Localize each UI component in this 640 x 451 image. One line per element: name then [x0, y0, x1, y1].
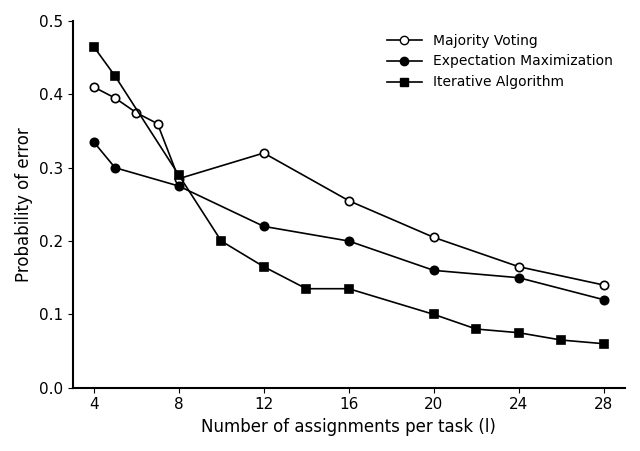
X-axis label: Number of assignments per task (l): Number of assignments per task (l)	[202, 418, 496, 436]
Y-axis label: Probability of error: Probability of error	[15, 127, 33, 282]
Legend: Majority Voting, Expectation Maximization, Iterative Algorithm: Majority Voting, Expectation Maximizatio…	[381, 28, 618, 95]
